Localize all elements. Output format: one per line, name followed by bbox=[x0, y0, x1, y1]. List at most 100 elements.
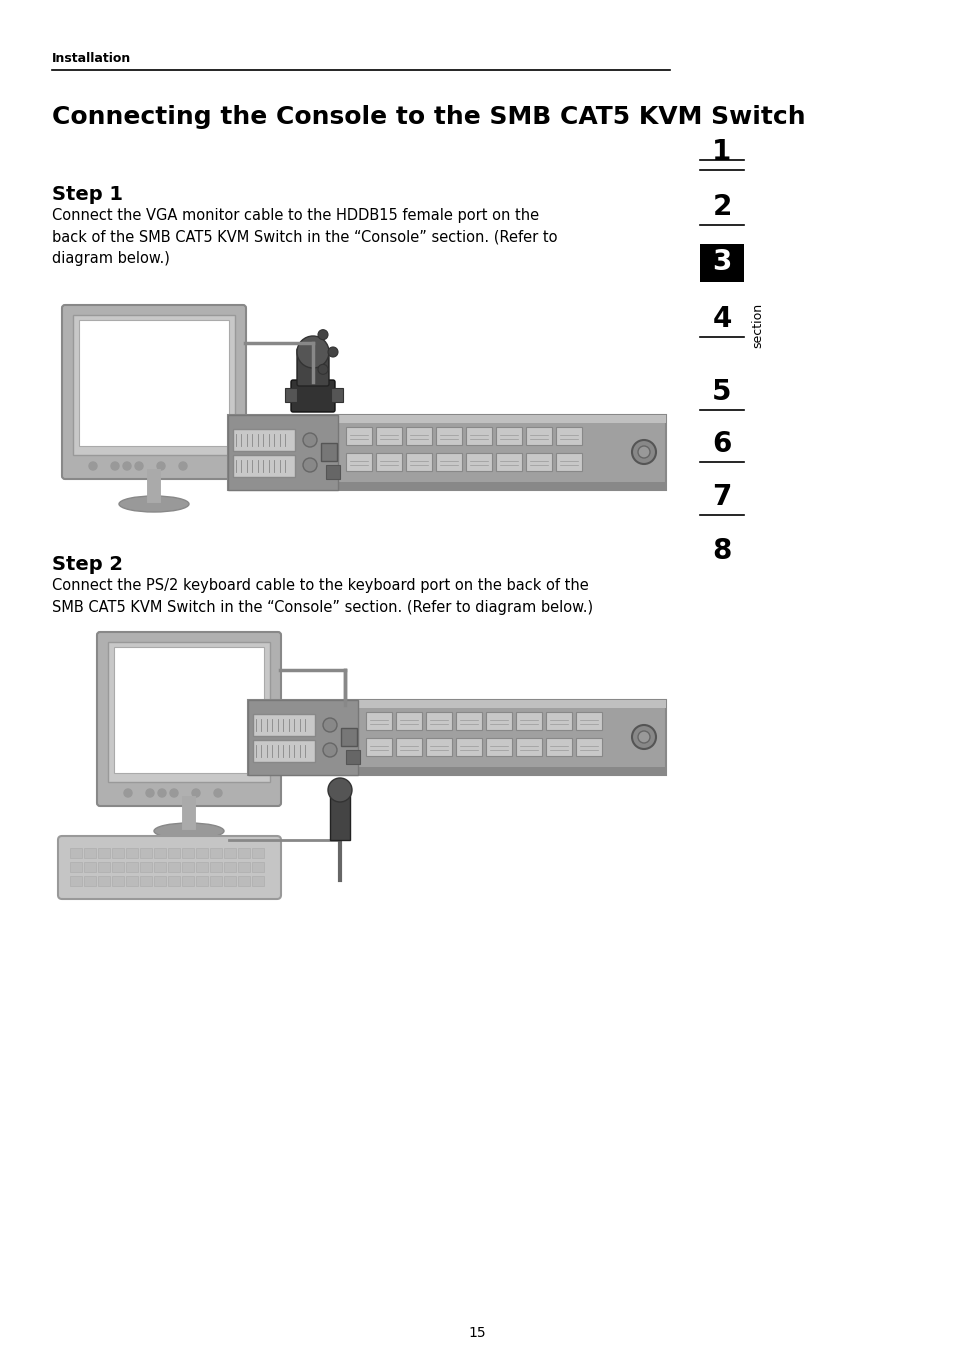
Bar bbox=[496, 453, 521, 472]
Bar bbox=[113, 647, 264, 773]
Text: section: section bbox=[751, 303, 763, 348]
Text: Installation: Installation bbox=[52, 52, 132, 65]
Bar bbox=[436, 427, 461, 444]
Bar bbox=[140, 861, 152, 872]
Bar bbox=[84, 876, 96, 886]
Bar bbox=[108, 642, 270, 782]
Circle shape bbox=[135, 462, 143, 470]
Bar bbox=[556, 453, 581, 472]
Bar bbox=[224, 861, 235, 872]
Bar bbox=[375, 453, 401, 472]
Bar bbox=[465, 427, 492, 444]
Bar bbox=[210, 861, 222, 872]
Bar bbox=[248, 701, 357, 776]
Circle shape bbox=[317, 364, 328, 375]
Bar bbox=[248, 767, 665, 776]
Bar bbox=[237, 848, 250, 857]
Bar bbox=[406, 427, 432, 444]
Bar bbox=[320, 443, 336, 461]
Circle shape bbox=[328, 348, 337, 357]
Bar bbox=[195, 876, 208, 886]
Bar bbox=[248, 701, 665, 707]
Bar bbox=[237, 861, 250, 872]
Bar bbox=[395, 737, 421, 756]
Bar bbox=[576, 711, 601, 731]
Circle shape bbox=[170, 789, 178, 797]
Text: 3: 3 bbox=[712, 248, 731, 275]
Ellipse shape bbox=[153, 823, 224, 840]
Bar bbox=[330, 785, 350, 840]
Bar bbox=[195, 861, 208, 872]
Bar bbox=[84, 848, 96, 857]
Bar bbox=[252, 861, 264, 872]
Text: Step 2: Step 2 bbox=[52, 555, 123, 574]
Bar bbox=[375, 427, 401, 444]
Circle shape bbox=[296, 337, 329, 368]
Bar bbox=[140, 848, 152, 857]
Bar bbox=[340, 728, 356, 746]
Text: 4: 4 bbox=[712, 305, 731, 333]
Bar bbox=[224, 848, 235, 857]
Circle shape bbox=[323, 743, 336, 756]
Bar bbox=[98, 876, 110, 886]
Bar bbox=[366, 711, 392, 731]
FancyBboxPatch shape bbox=[291, 380, 335, 412]
Bar bbox=[406, 453, 432, 472]
FancyBboxPatch shape bbox=[58, 836, 281, 900]
Text: Connect the VGA monitor cable to the HDDB15 female port on the
back of the SMB C: Connect the VGA monitor cable to the HDD… bbox=[52, 209, 557, 266]
Bar bbox=[237, 876, 250, 886]
Bar bbox=[98, 848, 110, 857]
Bar bbox=[465, 453, 492, 472]
Bar bbox=[153, 861, 166, 872]
Text: 15: 15 bbox=[468, 1326, 485, 1340]
Bar bbox=[525, 453, 552, 472]
Bar bbox=[153, 876, 166, 886]
Bar bbox=[233, 429, 294, 451]
FancyBboxPatch shape bbox=[62, 305, 246, 478]
Bar bbox=[210, 876, 222, 886]
Bar bbox=[228, 414, 337, 491]
Bar bbox=[168, 876, 180, 886]
Bar bbox=[285, 388, 296, 402]
Bar bbox=[182, 876, 193, 886]
Bar bbox=[70, 876, 82, 886]
Circle shape bbox=[213, 789, 222, 797]
Bar bbox=[253, 740, 314, 762]
Bar bbox=[228, 414, 665, 491]
Text: 1: 1 bbox=[712, 138, 731, 166]
Bar bbox=[426, 737, 452, 756]
Bar bbox=[700, 244, 743, 282]
Bar bbox=[485, 737, 512, 756]
Bar bbox=[210, 848, 222, 857]
Text: 7: 7 bbox=[712, 483, 731, 511]
Circle shape bbox=[638, 446, 649, 458]
Circle shape bbox=[192, 789, 200, 797]
Bar bbox=[252, 848, 264, 857]
Ellipse shape bbox=[119, 496, 189, 512]
FancyBboxPatch shape bbox=[296, 348, 329, 386]
Circle shape bbox=[303, 458, 316, 472]
Bar bbox=[73, 315, 234, 455]
Bar bbox=[426, 711, 452, 731]
Text: 5: 5 bbox=[712, 378, 731, 406]
Bar bbox=[153, 848, 166, 857]
Bar bbox=[248, 701, 665, 776]
Bar bbox=[485, 711, 512, 731]
Text: 2: 2 bbox=[712, 194, 731, 221]
Bar bbox=[126, 861, 138, 872]
Bar bbox=[496, 427, 521, 444]
Text: 8: 8 bbox=[712, 537, 731, 566]
FancyBboxPatch shape bbox=[97, 632, 281, 806]
Bar bbox=[228, 483, 665, 491]
Bar bbox=[112, 876, 124, 886]
Bar bbox=[168, 848, 180, 857]
Bar bbox=[525, 427, 552, 444]
Circle shape bbox=[323, 718, 336, 732]
Text: 6: 6 bbox=[712, 429, 731, 458]
Bar bbox=[140, 876, 152, 886]
Bar bbox=[516, 711, 541, 731]
Circle shape bbox=[328, 778, 352, 801]
Circle shape bbox=[89, 462, 97, 470]
Circle shape bbox=[124, 789, 132, 797]
Bar bbox=[252, 876, 264, 886]
